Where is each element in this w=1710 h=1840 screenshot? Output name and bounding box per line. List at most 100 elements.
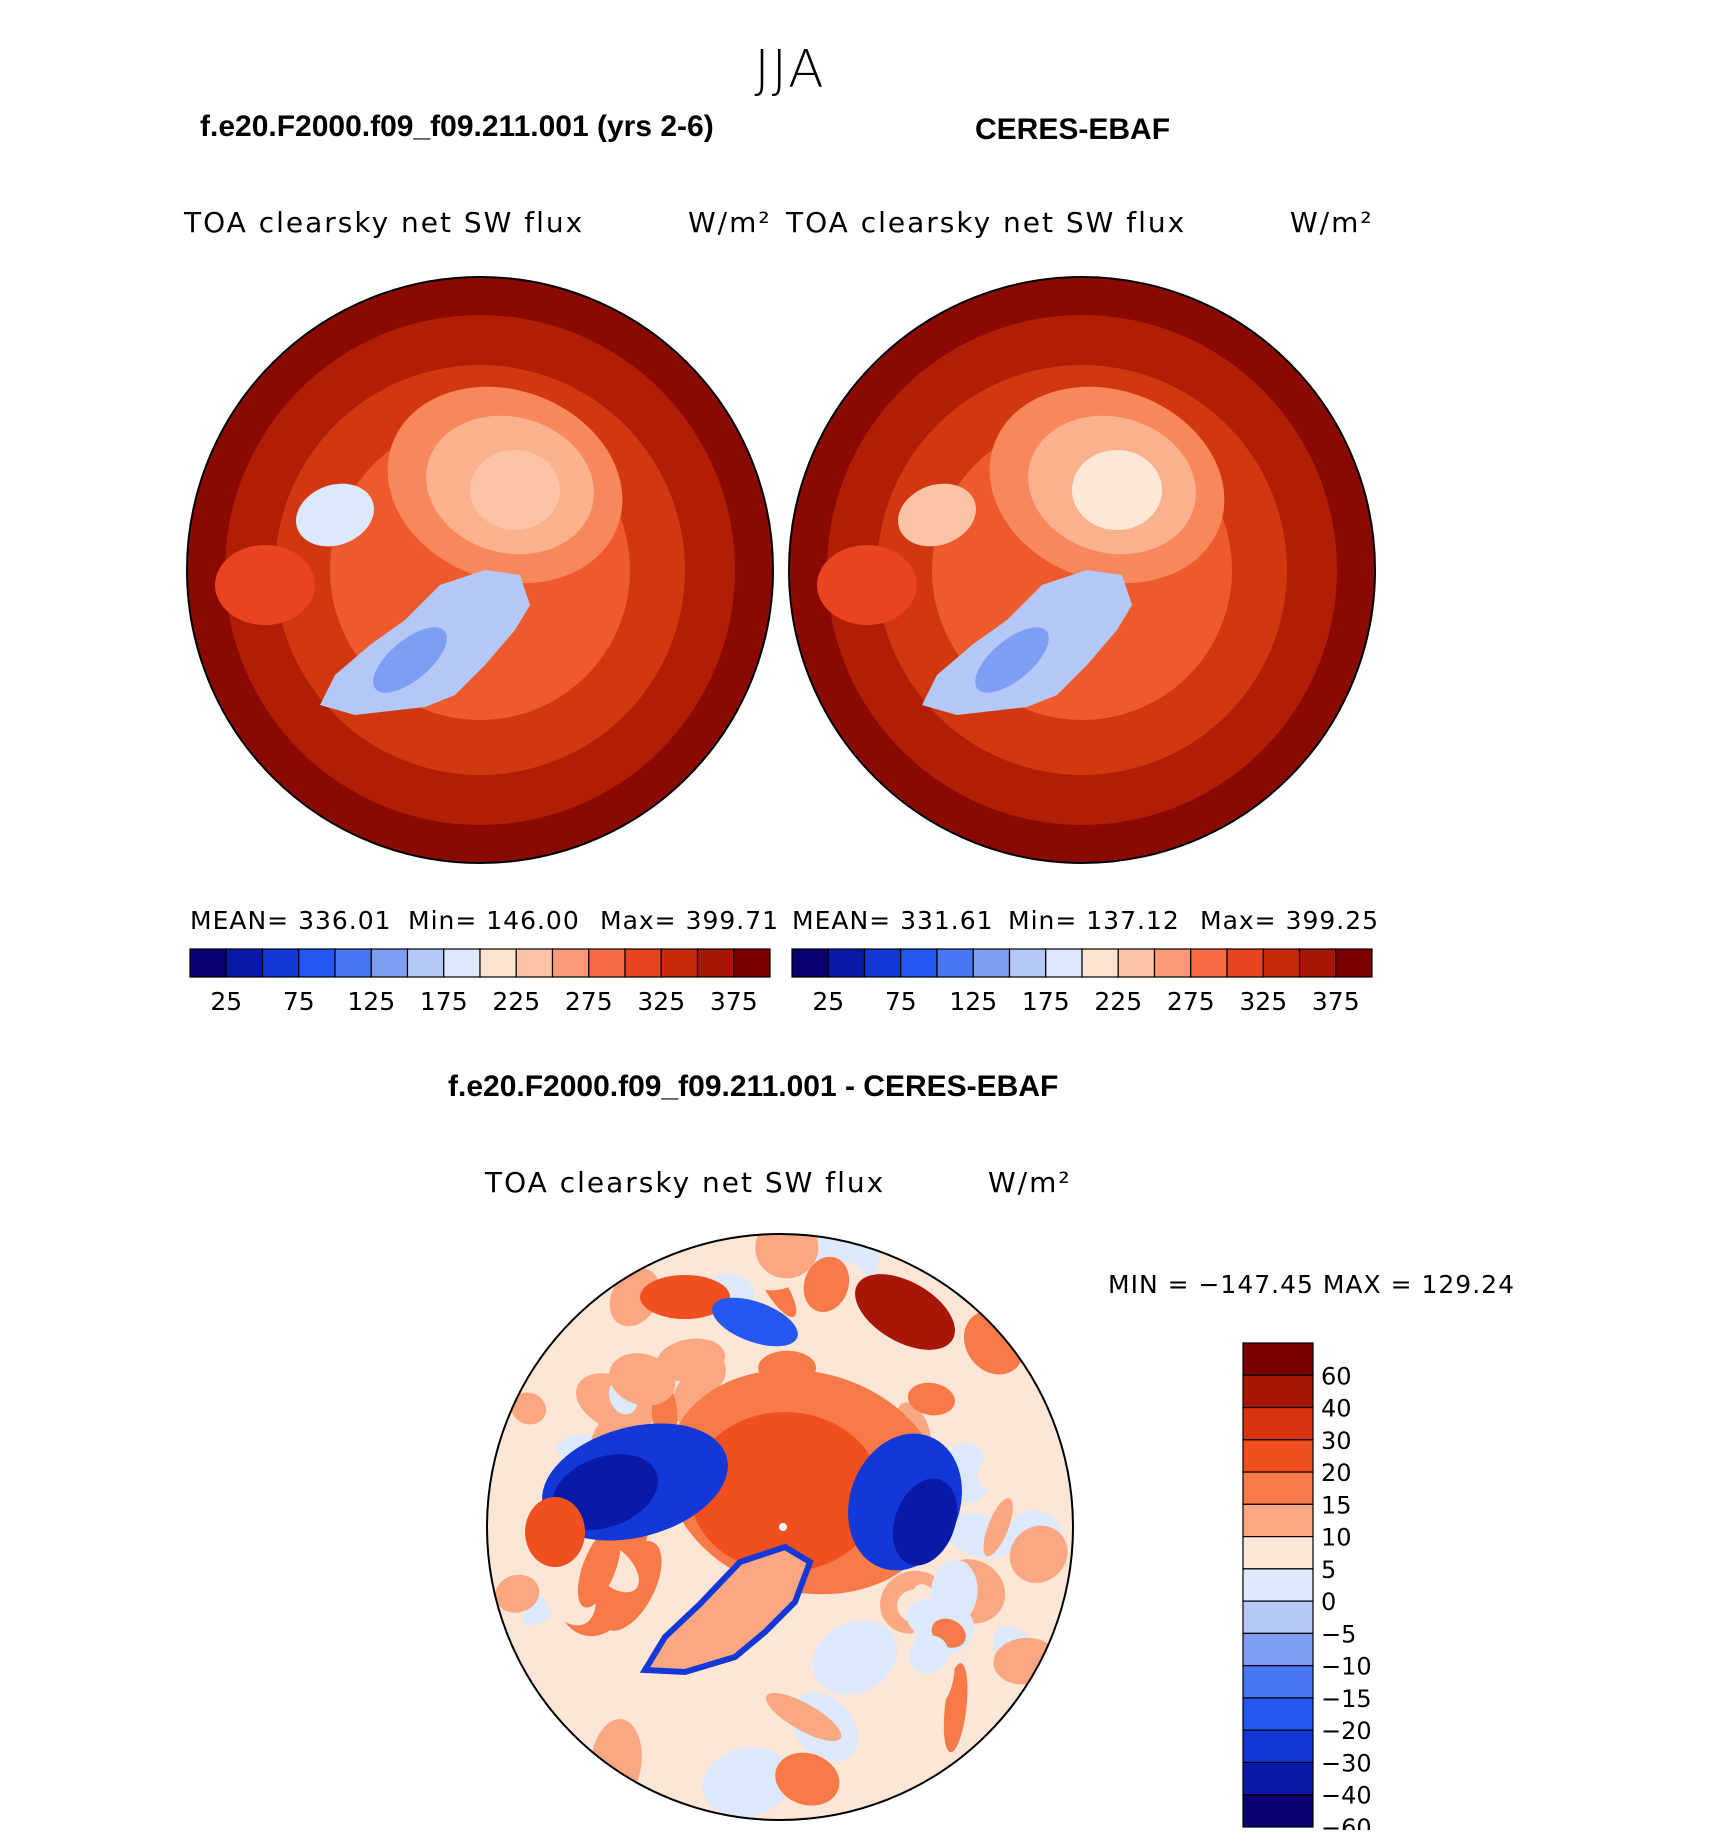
obs-sea-ice-core xyxy=(1072,450,1162,530)
diff-map-boundary xyxy=(486,1233,1074,1821)
diff-greenland xyxy=(639,1543,814,1676)
obs-mean-label: MEAN= xyxy=(792,906,892,935)
diff-colorbar-box xyxy=(1242,1600,1314,1634)
diff-anomaly-patch xyxy=(680,1349,726,1394)
model-case-title: f.e20.F2000.f09_f09.211.001 (yrs 2-6) xyxy=(200,110,714,143)
obs-mean-stat: MEAN= 331.61 xyxy=(792,906,994,935)
model-colorbar-box xyxy=(696,948,735,978)
model-colorbar-box xyxy=(660,948,699,978)
diff-anomaly-patch xyxy=(702,1747,792,1818)
diff-colorbar-tick-label: −15 xyxy=(1321,1685,1372,1713)
diff-colorbar-tick-label: −40 xyxy=(1321,1782,1372,1810)
model-colorbar-box xyxy=(551,948,590,978)
diff-anomaly-patch xyxy=(577,1527,621,1608)
diff-colorbar-box xyxy=(1242,1536,1314,1570)
diff-anomaly-patch xyxy=(609,1353,676,1406)
model-colorbar-box xyxy=(588,948,626,978)
obs-hudson-bay xyxy=(817,545,917,625)
diff-colorbar-box xyxy=(1242,1471,1314,1505)
obs-greenland-ice-core xyxy=(975,627,1049,693)
model-colorbar-box xyxy=(370,948,409,978)
diff-colorbar-box xyxy=(1242,1342,1314,1376)
diff-colorbar-box xyxy=(1242,1794,1314,1828)
obs-map-boundary xyxy=(788,276,1376,864)
model-colorbar-box xyxy=(733,948,771,978)
model-colorbar-box xyxy=(624,948,662,978)
model-colorbar-box xyxy=(443,948,481,978)
obs-min-stat: Min= 137.12 xyxy=(1008,906,1180,935)
model-variable-label: TOA clearsky net SW flux xyxy=(184,206,585,239)
model-min-value: 146.00 xyxy=(486,906,580,935)
obs-colorbar-tick-label: 325 xyxy=(1239,987,1287,1016)
model-colorbar-tick-label: 25 xyxy=(210,987,242,1016)
obs-max-stat: Max= 399.25 xyxy=(1200,906,1379,935)
model-map-boundary xyxy=(186,276,774,864)
obs-max-value: 399.25 xyxy=(1285,906,1380,935)
diff-anomaly-patch xyxy=(812,1620,898,1695)
diff-colorbar-box xyxy=(1242,1665,1314,1699)
model-colorbar: 25 75 125 175 225 275 325 375 xyxy=(189,948,771,1016)
diff-colorbar-tick-label: −5 xyxy=(1321,1620,1356,1648)
diff-siberia-warm xyxy=(855,1274,955,1350)
obs-colorbar-tick-label: 275 xyxy=(1167,987,1215,1016)
model-colorbar-tick-label: 325 xyxy=(637,987,685,1016)
obs-colorbar-box xyxy=(1081,948,1119,978)
diff-anomaly-patch xyxy=(983,1498,1013,1557)
diff-units-label: W/m² xyxy=(988,1166,1072,1199)
diff-anomaly-patch xyxy=(765,1692,842,1742)
diff-arctic-warm-core xyxy=(690,1412,880,1572)
model-max-label: Max= xyxy=(600,906,677,935)
diff-anomaly-patch xyxy=(989,1444,1028,1498)
diff-colorbar-tick-label: 40 xyxy=(1321,1395,1352,1423)
obs-polar-map xyxy=(788,276,1376,864)
diff-colorbar-box xyxy=(1242,1697,1314,1731)
model-archipelago-ice xyxy=(296,483,374,547)
diff-beaufort-cold xyxy=(712,1297,798,1347)
model-colorbar-tick-label: 75 xyxy=(283,987,315,1016)
diff-colorbar-tick-label: −10 xyxy=(1321,1653,1372,1681)
diff-colorbar-box xyxy=(1242,1729,1314,1764)
diff-colorbar-box xyxy=(1242,1439,1314,1473)
diff-variable-label: TOA clearsky net SW flux xyxy=(485,1166,886,1199)
diff-colorbar-tick-label: 0 xyxy=(1321,1588,1336,1616)
model-colorbar-box xyxy=(406,948,445,978)
diff-colorbar-tick-label: 30 xyxy=(1321,1427,1352,1455)
model-colorbar-box xyxy=(189,948,227,978)
model-polar-map xyxy=(186,276,774,864)
diff-anomaly-patch xyxy=(755,1234,819,1279)
obs-units-label: W/m² xyxy=(1290,206,1374,239)
obs-colorbar-box xyxy=(1008,948,1047,978)
obs-colorbar-box xyxy=(1226,948,1264,978)
obs-colorbar-box xyxy=(1262,948,1301,978)
model-colorbar-box xyxy=(261,948,300,978)
diff-colorbar-box xyxy=(1242,1406,1314,1441)
obs-colorbar-box xyxy=(1153,948,1192,978)
obs-colorbar: 25 75 125 175 225 275 325 375 xyxy=(791,948,1373,1016)
diff-pole-marker xyxy=(779,1523,787,1531)
diff-polar-map xyxy=(486,1233,1074,1821)
diff-colorbar-tick-label: 20 xyxy=(1321,1459,1352,1487)
obs-colorbar-box xyxy=(1045,948,1083,978)
obs-max-label: Max= xyxy=(1200,906,1277,935)
model-sea-ice-core xyxy=(470,450,560,530)
obs-colorbar-box xyxy=(791,948,829,978)
obs-colorbar-box xyxy=(972,948,1011,978)
diff-colorbar-tick-label: 15 xyxy=(1321,1491,1352,1519)
diff-hudson-warm xyxy=(525,1497,585,1567)
model-colorbar-tick-label: 125 xyxy=(347,987,395,1016)
obs-mean-value: 331.61 xyxy=(900,906,994,935)
obs-archipelago-ice xyxy=(898,483,976,547)
diff-case-title: f.e20.F2000.f09_f09.211.001 - CERES-EBAF xyxy=(448,1070,1059,1103)
model-colorbar-box xyxy=(298,948,336,978)
diff-colorbar-tick-label: −20 xyxy=(1321,1717,1372,1745)
diff-anomaly-patch xyxy=(511,1392,547,1425)
obs-variable-label: TOA clearsky net SW flux xyxy=(786,206,1187,239)
obs-colorbar-tick-label: 25 xyxy=(812,987,844,1016)
diff-colorbar-box xyxy=(1242,1761,1314,1796)
obs-colorbar-box xyxy=(1190,948,1228,978)
obs-colorbar-tick-label: 175 xyxy=(1022,987,1070,1016)
model-hudson-bay xyxy=(215,545,315,625)
diff-anomaly-patch xyxy=(909,1635,949,1674)
obs-colorbar-box xyxy=(900,948,938,978)
season-title: JJA xyxy=(754,40,826,100)
